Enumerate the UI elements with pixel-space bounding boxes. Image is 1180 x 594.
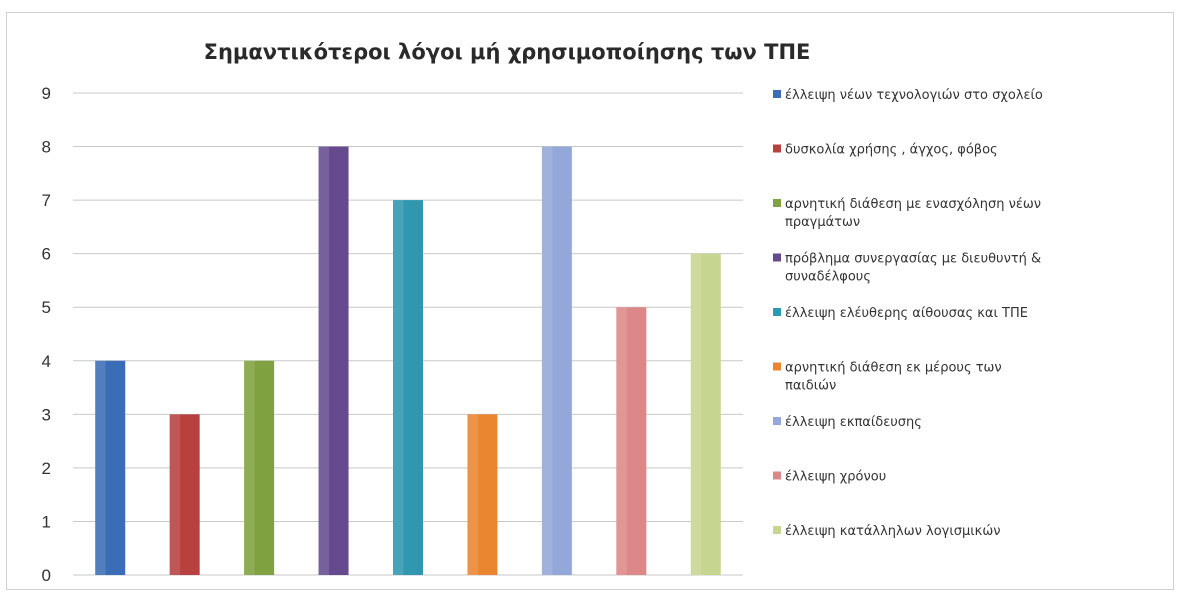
legend-label: έλλειψη κατάλληλων λογισμικών: [785, 524, 1000, 539]
legend-item: αρνητική διάθεση με ενασχόληση νέων πραγμ…: [773, 197, 1041, 230]
bar-highlight: [541, 146, 553, 576]
bar-highlight: [169, 414, 181, 575]
bar-rect: [690, 253, 721, 575]
legend-label: έλλειψη εκπαίδευσης: [785, 415, 922, 430]
legend-item: έλλειψη χρόνου: [773, 470, 886, 485]
bar-rect: [318, 146, 349, 576]
y-axis-ticks: 0 1 2 3 4 5 6 7 8 9: [42, 84, 51, 585]
bar-rect: [169, 414, 200, 575]
legend-label: έλλειψη ελέυθερης αίθουσας και ΤΠΕ: [785, 306, 1028, 321]
chart-title: Σημαντικότεροι λόγοι μή χρησιμοποίησης τ…: [204, 40, 811, 64]
legend-swatch: [773, 90, 781, 98]
legend-label: έλλειψη χρόνου: [785, 470, 886, 485]
y-tick-label: 6: [42, 245, 51, 264]
legend-swatch: [773, 417, 781, 425]
bar-highlight: [95, 360, 106, 575]
bar-highlight: [616, 307, 627, 575]
y-tick-label: 1: [42, 512, 51, 531]
bar-highlight: [318, 146, 330, 576]
legend-item: έλλειψη ελέυθερης αίθουσας και ΤΠΕ: [773, 306, 1028, 321]
y-tick-label: 9: [42, 84, 51, 103]
legend-swatch: [773, 362, 781, 371]
bars: [95, 146, 721, 576]
bar-rect: [244, 360, 275, 575]
legend-item: έλλειψη εκπαίδευσης: [773, 415, 922, 430]
bar: [318, 146, 349, 576]
chart-frame: Σημαντικότεροι λόγοι μή χρησιμοποίησης τ…: [6, 12, 1174, 590]
legend-label: δυσκολία χρήσης , άγχος, φόβος: [785, 143, 998, 158]
y-tick-label: 8: [42, 138, 51, 157]
bar-rect: [541, 146, 572, 576]
bar: [169, 414, 200, 575]
legend-label: αρνητική διάθεση με ενασχόληση νέων πραγμ…: [785, 197, 1041, 230]
legend-swatch: [773, 144, 781, 153]
legend-swatch: [773, 199, 781, 207]
y-tick-label: 0: [42, 566, 51, 585]
bar: [95, 360, 126, 575]
bar: [393, 200, 423, 575]
bar: [244, 360, 275, 575]
y-tick-label: 2: [42, 459, 51, 478]
legend-swatch: [773, 253, 781, 262]
legend-swatch: [773, 308, 781, 316]
legend-swatch: [773, 471, 781, 480]
bar-highlight: [244, 360, 255, 575]
bar: [541, 146, 572, 576]
y-tick-label: 5: [42, 298, 51, 317]
bar-rect: [95, 360, 126, 575]
legend-label: πρόβλημα συνεργασίας με διευθυντή & συναδ…: [785, 252, 1041, 285]
legend: έλλειψη νέων τεχνολογιών στο σχολείο δυσκ…: [773, 88, 1043, 539]
y-tick-label: 3: [42, 405, 51, 424]
bar-rect: [393, 200, 423, 575]
legend-swatch: [773, 526, 781, 534]
bar: [616, 307, 647, 575]
bar: [690, 253, 721, 575]
y-tick-label: 4: [42, 352, 51, 371]
bar-rect: [467, 414, 498, 575]
bar-chart: Σημαντικότεροι λόγοι μή χρησιμοποίησης τ…: [42, 40, 1043, 585]
legend-label: αρνητική διάθεση εκ μέρους των παιδιών: [785, 361, 1002, 394]
bar-highlight: [467, 414, 478, 575]
legend-label: έλλειψη νέων τεχνολογιών στο σχολείο: [785, 88, 1043, 103]
bar-highlight: [393, 200, 404, 575]
bar: [467, 414, 498, 575]
bar-highlight: [690, 253, 702, 575]
legend-item: πρόβλημα συνεργασίας με διευθυντή & συναδ…: [773, 252, 1041, 285]
legend-item: αρνητική διάθεση εκ μέρους των παιδιών: [773, 361, 1002, 394]
y-tick-label: 7: [42, 191, 51, 210]
bar-rect: [616, 307, 647, 575]
legend-item: έλλειψη νέων τεχνολογιών στο σχολείο: [773, 88, 1043, 103]
legend-item: δυσκολία χρήσης , άγχος, φόβος: [773, 143, 998, 158]
legend-item: έλλειψη κατάλληλων λογισμικών: [773, 524, 1000, 539]
